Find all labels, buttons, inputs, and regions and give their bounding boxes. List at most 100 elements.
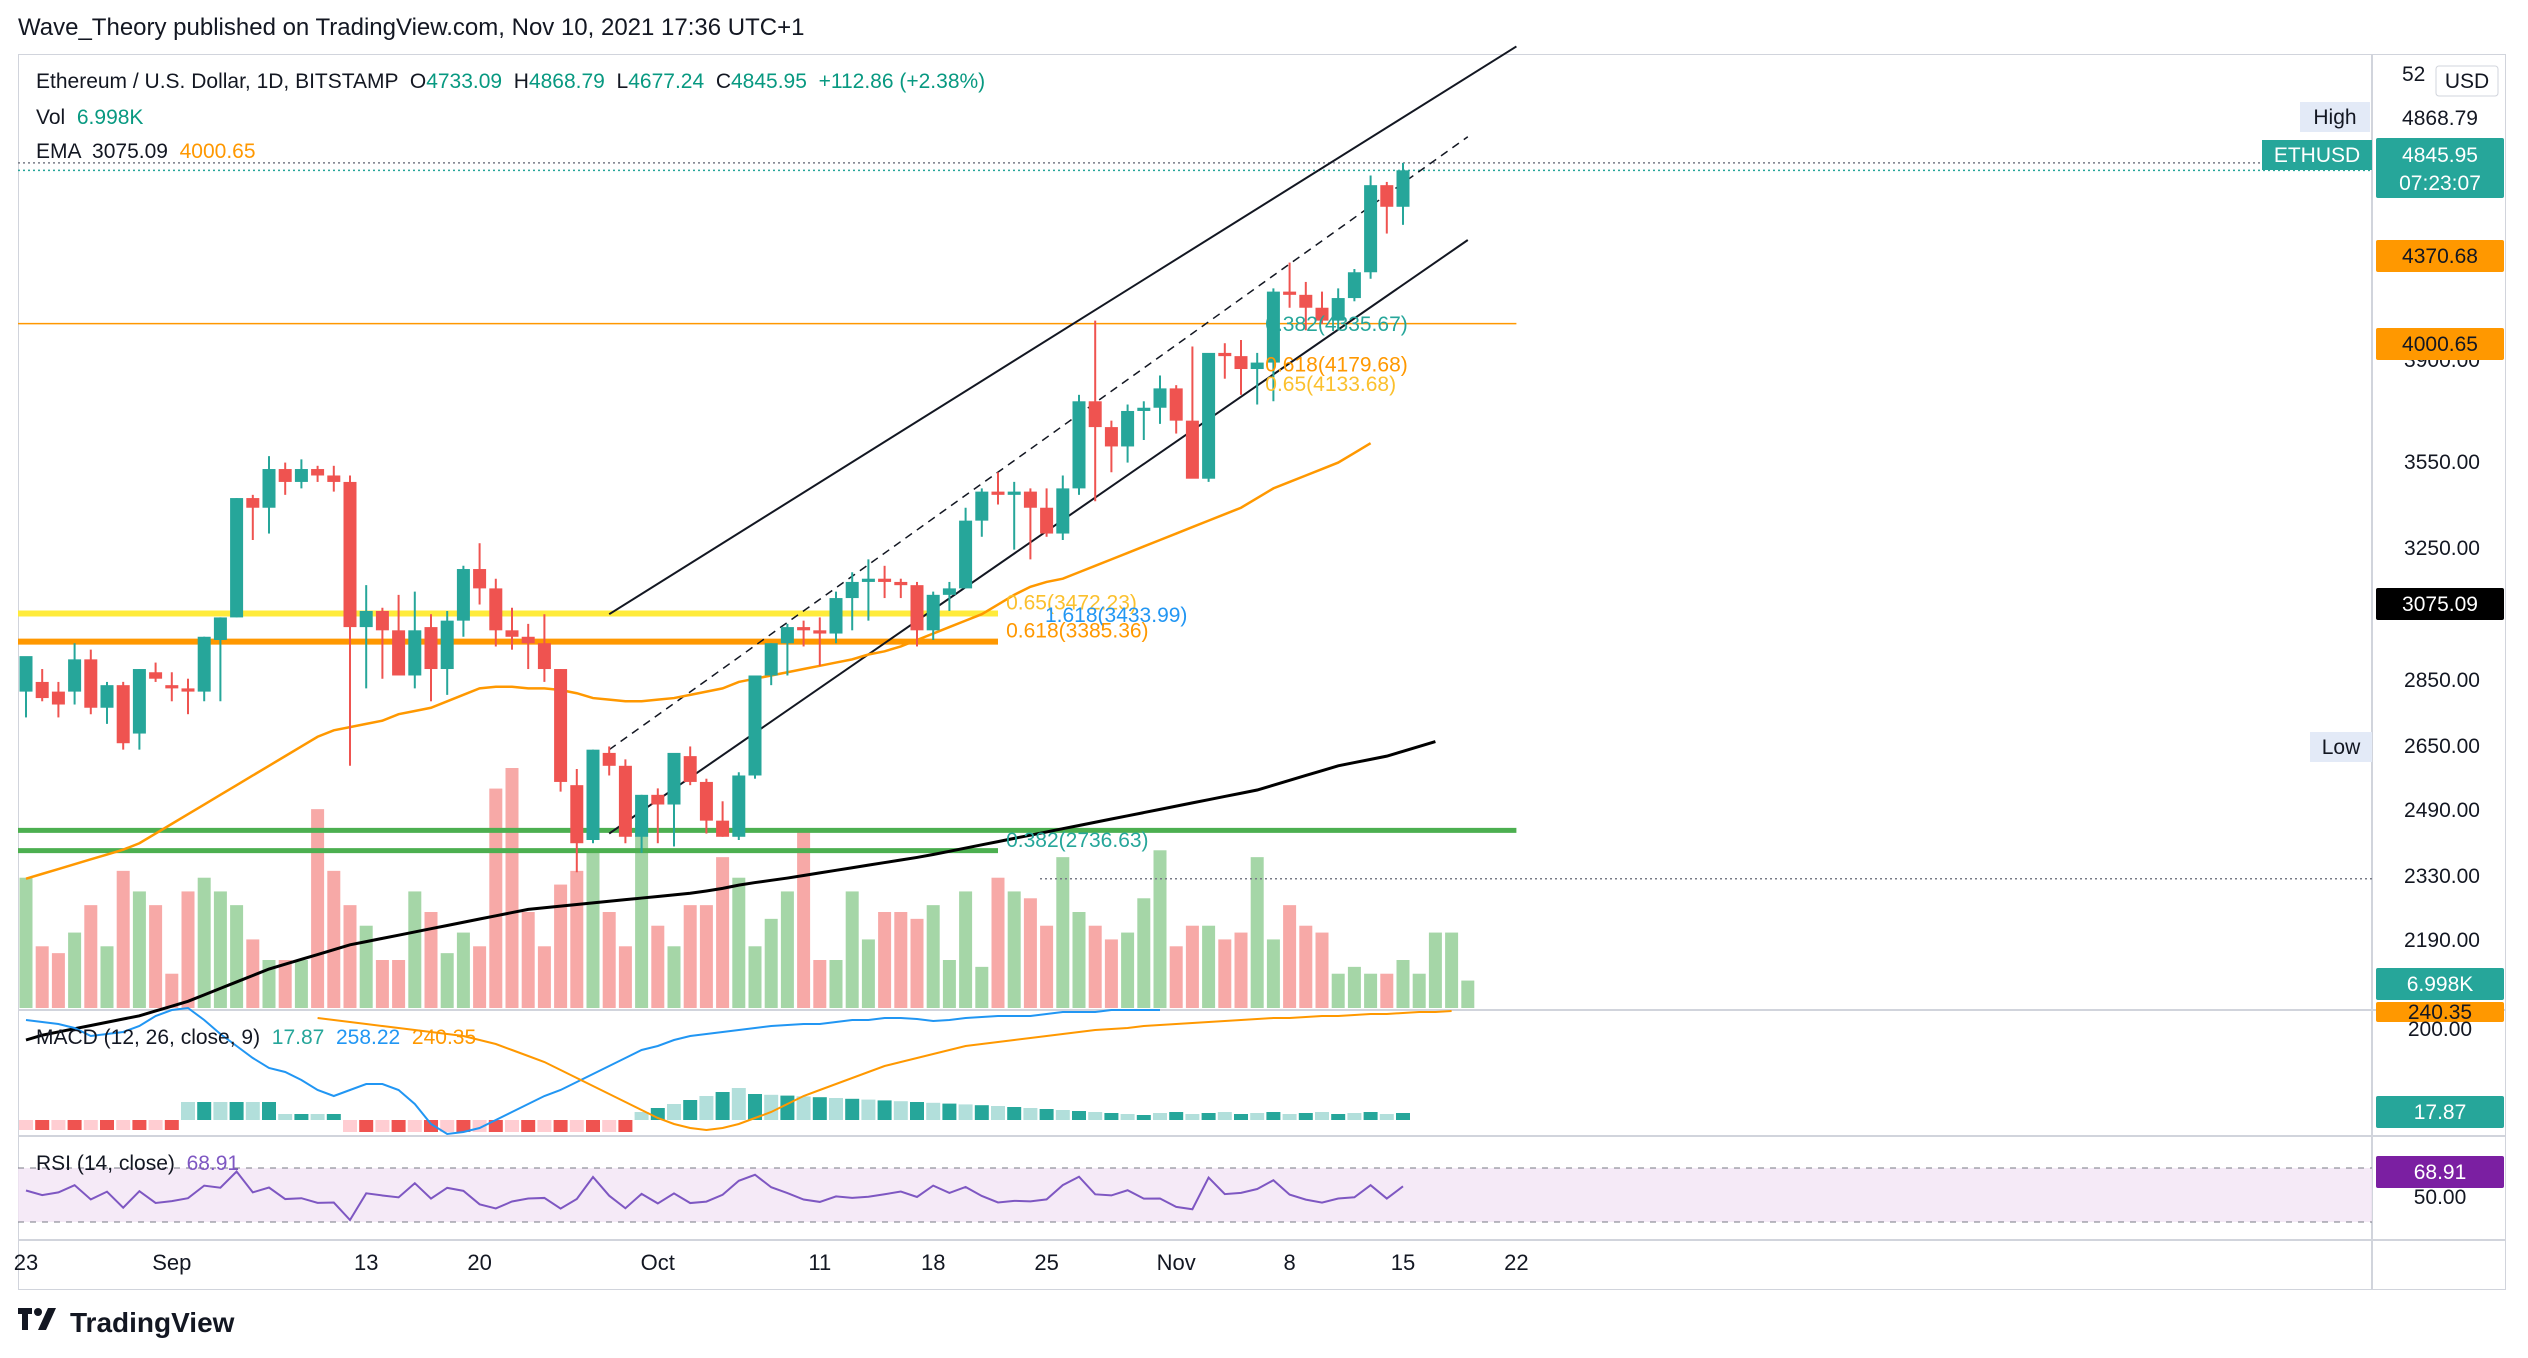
volume-bar bbox=[1445, 932, 1459, 1008]
candle-body bbox=[311, 469, 325, 476]
volume-bar bbox=[1250, 857, 1264, 1008]
volume-bar bbox=[165, 973, 179, 1008]
volume-bar bbox=[716, 857, 730, 1008]
candle-body bbox=[1266, 291, 1280, 363]
macd-histogram-bar bbox=[456, 1120, 471, 1132]
volume-bar bbox=[1088, 925, 1102, 1008]
price-axis-tick: 2650.00 bbox=[2404, 735, 2480, 758]
volume-tag: 6.998K bbox=[2407, 973, 2474, 996]
volume-bar bbox=[1056, 857, 1070, 1008]
candle-body bbox=[1283, 291, 1297, 295]
macd-histogram-bar bbox=[181, 1102, 195, 1120]
macd-histogram-bar bbox=[796, 1096, 811, 1120]
rsi-band bbox=[18, 1168, 2372, 1222]
candle-body bbox=[1007, 491, 1021, 495]
volume-bar bbox=[1202, 925, 1216, 1008]
legend-rsi-label[interactable]: RSI (14, close) bbox=[36, 1152, 175, 1175]
volume-bar bbox=[910, 918, 924, 1008]
volume-bar bbox=[829, 960, 843, 1008]
volume-bar bbox=[19, 877, 33, 1008]
candle-body bbox=[651, 794, 665, 805]
macd-histogram-bar bbox=[715, 1092, 730, 1120]
fib-label: 0.65(3472.23) bbox=[1006, 591, 1137, 614]
legend-macd-label[interactable]: MACD (12, 26, close, 9) bbox=[36, 1026, 261, 1049]
macd-histogram-bar bbox=[164, 1120, 179, 1130]
volume-bar bbox=[343, 905, 357, 1008]
volume-bar bbox=[521, 912, 535, 1008]
currency-badge: USD bbox=[2445, 70, 2489, 93]
last-price-tag: 4845.95 bbox=[2402, 144, 2478, 167]
volume-bar bbox=[181, 891, 195, 1008]
macd-histogram-bar bbox=[1039, 1109, 1054, 1120]
channel-upper-line bbox=[608, 45, 1517, 616]
macd-histogram-bar bbox=[148, 1120, 163, 1130]
volume-bar bbox=[1153, 850, 1167, 1008]
tradingview-logo-icon bbox=[18, 1306, 58, 1340]
tradingview-logo-text: TradingView bbox=[70, 1307, 235, 1338]
macd-histogram-bar bbox=[812, 1097, 827, 1120]
candle-body bbox=[278, 469, 292, 482]
volume-bar bbox=[1283, 905, 1297, 1008]
volume-bar bbox=[1137, 898, 1151, 1008]
macd-histogram-bar bbox=[116, 1120, 131, 1130]
candle-body bbox=[1104, 427, 1118, 447]
macd-histogram-bar bbox=[521, 1120, 536, 1132]
candle-body bbox=[1088, 401, 1102, 428]
legend-vol-label[interactable]: Vol bbox=[36, 106, 66, 129]
high-label: High bbox=[2313, 106, 2356, 129]
candle-body bbox=[294, 469, 308, 482]
volume-bar bbox=[1396, 960, 1410, 1008]
volume-bar bbox=[683, 905, 697, 1008]
volume-bar bbox=[1428, 932, 1442, 1008]
macd-histogram-bar bbox=[1104, 1113, 1119, 1120]
candle-body bbox=[440, 620, 454, 670]
time-axis-tick: 25 bbox=[1034, 1250, 1058, 1275]
volume-bar bbox=[1299, 925, 1313, 1008]
macd-histogram-bar bbox=[667, 1104, 681, 1120]
macd-histogram-bar bbox=[1315, 1112, 1329, 1120]
level-4370-tag-bg bbox=[2376, 240, 2504, 272]
macd-histogram-bar bbox=[359, 1120, 374, 1132]
publisher-header: Wave_Theory published on TradingView.com… bbox=[18, 14, 805, 41]
macd-histogram-bar bbox=[748, 1094, 762, 1120]
macd-histogram-bar bbox=[586, 1120, 600, 1132]
candle-body bbox=[602, 752, 616, 766]
candle-body bbox=[327, 475, 341, 482]
candle-body bbox=[100, 685, 114, 708]
time-axis-tick: 13 bbox=[354, 1250, 378, 1275]
legend-low: 4677.24 bbox=[628, 70, 705, 93]
volume-bar bbox=[100, 946, 114, 1008]
level-4370-tag: 4370.68 bbox=[2402, 245, 2478, 268]
candle-body bbox=[878, 578, 892, 582]
time-axis-tick: Nov bbox=[1157, 1250, 1196, 1275]
volume-bar bbox=[1412, 973, 1426, 1008]
candle-body bbox=[165, 685, 179, 689]
macd-histogram-bar bbox=[1250, 1113, 1265, 1120]
legend-ema-label[interactable]: EMA bbox=[36, 140, 81, 163]
legend-symbol[interactable]: Ethereum / U.S. Dollar, 1D, BITSTAMP bbox=[36, 70, 399, 93]
symbol-tag-bg bbox=[2262, 140, 2372, 170]
candle-body bbox=[683, 756, 697, 782]
candle-body bbox=[570, 785, 584, 844]
macd-histogram-bar bbox=[1007, 1107, 1022, 1120]
time-axis-tick: 20 bbox=[467, 1250, 491, 1275]
candle-body bbox=[213, 617, 227, 640]
macd-histogram-bar bbox=[67, 1120, 82, 1130]
volume-bar bbox=[554, 884, 568, 1008]
volume-bar bbox=[894, 912, 908, 1008]
macd-histogram-bar bbox=[132, 1120, 147, 1130]
candle-body bbox=[1250, 362, 1264, 370]
price-axis-tick: 2190.00 bbox=[2404, 929, 2480, 952]
volume-bar bbox=[1331, 973, 1345, 1008]
volume-bar bbox=[213, 891, 227, 1008]
legend-macd-line: 258.22 bbox=[336, 1026, 401, 1049]
macd-histogram-bar bbox=[294, 1114, 309, 1120]
tradingview-footer[interactable]: TradingView bbox=[18, 1306, 234, 1340]
volume-bar bbox=[294, 960, 308, 1008]
candle-body bbox=[489, 588, 503, 631]
volume-bar bbox=[246, 939, 260, 1008]
candle-body bbox=[537, 643, 551, 670]
volume-bar bbox=[667, 946, 681, 1008]
candle-body bbox=[1347, 272, 1361, 299]
